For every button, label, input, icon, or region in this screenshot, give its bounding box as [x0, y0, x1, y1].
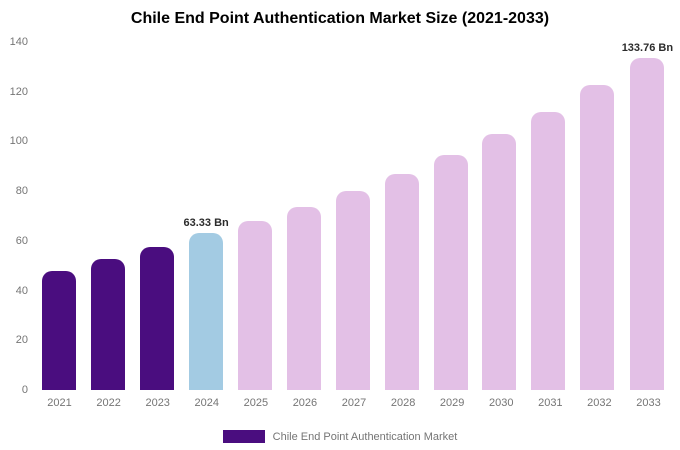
bar-column — [573, 42, 622, 390]
bar-2023 — [140, 247, 175, 390]
x-axis-tick-label: 2031 — [538, 397, 563, 409]
bar-column — [35, 42, 84, 390]
bar-column — [84, 42, 133, 390]
bar-2022 — [91, 259, 126, 390]
x-axis-tick-label: 2028 — [390, 397, 416, 409]
y-axis-tick-label: 40 — [15, 284, 28, 297]
bar-2027 — [335, 191, 370, 390]
bar-2028 — [384, 174, 419, 390]
y-axis-tick-label: 140 — [9, 36, 28, 48]
x-axis-tick-label: 2033 — [636, 397, 661, 409]
x-axis: 2021 2022 2023 2024 2025 2026 2027 2028 2029 2030… — [35, 397, 673, 409]
bar-value-label: 63.33 Bn — [183, 217, 229, 229]
x-axis-tick-label: 2025 — [243, 397, 269, 409]
y-axis: 0 20 40 60 80 100 120 140 — [0, 0, 30, 450]
bar-column — [279, 42, 328, 390]
bar-2032 — [580, 85, 615, 390]
bar-column — [377, 42, 426, 390]
legend: Chile End Point Authentication Market — [0, 430, 680, 443]
bar-column — [426, 42, 475, 390]
bar-column — [328, 42, 377, 390]
x-axis-tick-label: 2030 — [489, 397, 514, 409]
y-axis-tick-label: 20 — [15, 334, 28, 347]
legend-swatch — [222, 430, 265, 443]
x-axis-tick-label: 2022 — [96, 397, 121, 409]
x-axis-tick-label: 2027 — [341, 397, 367, 409]
y-axis-tick-label: 120 — [9, 85, 28, 98]
x-axis-tick-label: 2024 — [194, 397, 220, 409]
bar-2030 — [482, 134, 517, 390]
y-axis-tick-label: 60 — [15, 234, 28, 247]
x-axis-tick-label: 2032 — [587, 397, 612, 409]
legend-label: Chile End Point Authentication Market — [272, 430, 458, 443]
x-axis-tick-label: 2026 — [292, 397, 318, 409]
bar-2033 — [630, 58, 665, 390]
bar-2029 — [433, 155, 468, 390]
plot-area: 63.33 Bn 133.76 Bn — [35, 42, 673, 390]
bar-2026 — [286, 207, 321, 390]
x-axis-tick-label: 2023 — [145, 397, 170, 409]
bar-column: 63.33 Bn — [182, 42, 231, 390]
x-axis-tick-label: 2021 — [47, 397, 72, 409]
bar-value-label: 133.76 Bn — [621, 42, 674, 54]
bar-column — [524, 42, 573, 390]
y-axis-tick-label: 100 — [9, 135, 28, 148]
y-axis-tick-label: 80 — [15, 185, 28, 198]
bar-2024 — [189, 233, 224, 390]
x-axis-tick-label: 2029 — [439, 397, 465, 409]
bar-column — [133, 42, 182, 390]
bar-column — [231, 42, 280, 390]
bar-2025 — [238, 221, 272, 390]
bar-2021 — [42, 271, 77, 390]
bar-column: 133.76 Bn — [622, 42, 673, 390]
y-axis-tick-label: 0 — [21, 384, 28, 396]
chart-title: Chile End Point Authentication Market Si… — [130, 10, 550, 27]
bar-2031 — [531, 112, 566, 390]
bar-column — [475, 42, 524, 390]
